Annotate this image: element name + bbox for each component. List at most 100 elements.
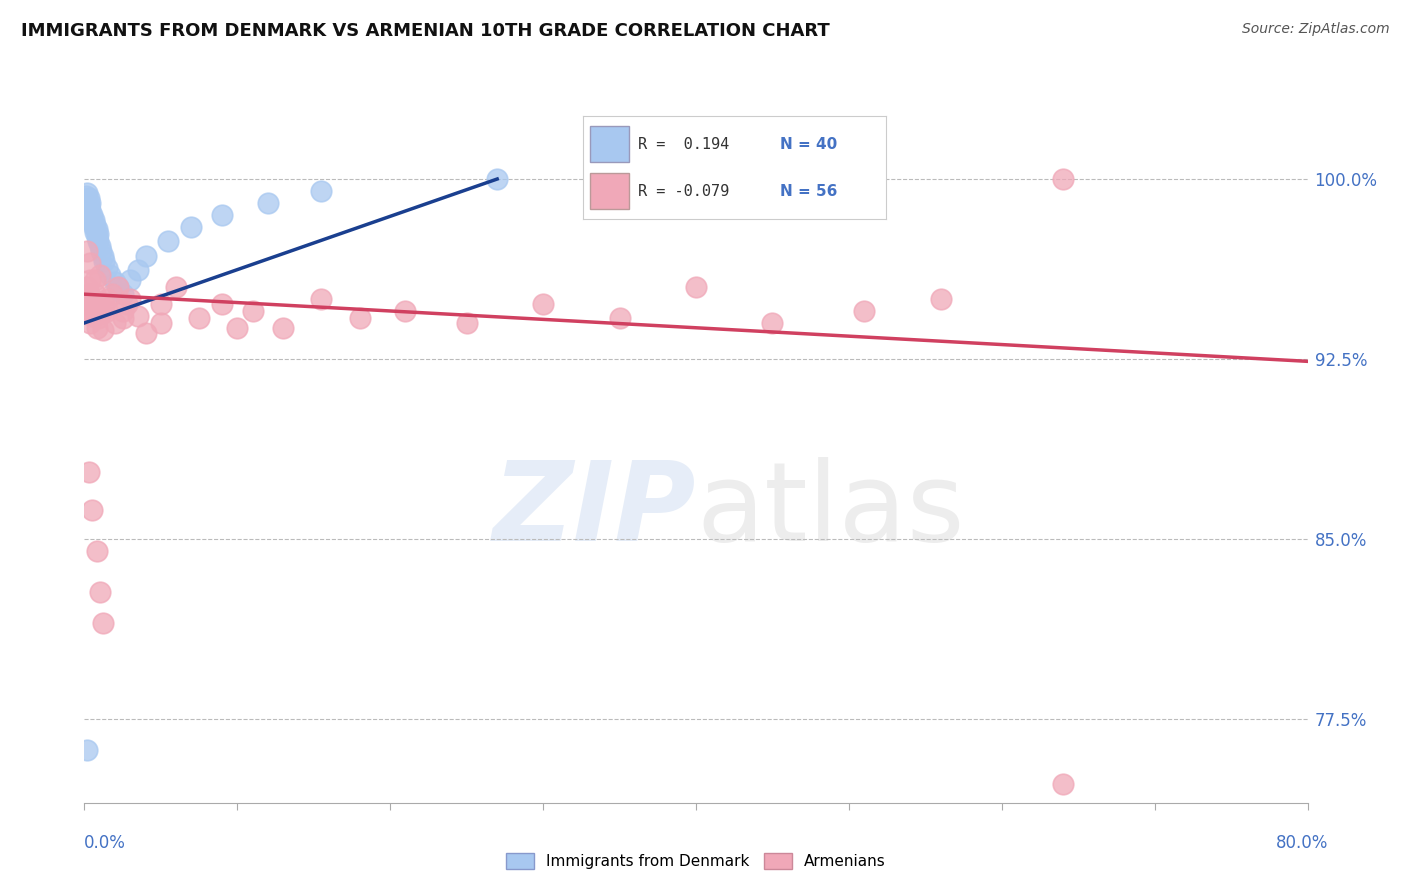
- Point: [89, 584, 111, 599]
- Point: [104, 316, 127, 330]
- Legend: Immigrants from Denmark, Armenians: Immigrants from Denmark, Armenians: [501, 847, 891, 875]
- Point: [115, 297, 138, 311]
- Point: [77, 198, 100, 212]
- Text: Source: ZipAtlas.com: Source: ZipAtlas.com: [1241, 22, 1389, 37]
- Point: [257, 196, 280, 211]
- Point: [86, 229, 108, 244]
- Text: 80.0%: 80.0%: [1277, 834, 1329, 852]
- Point: [86, 320, 108, 334]
- Point: [929, 292, 952, 306]
- Point: [76, 304, 98, 318]
- Text: 0.0%: 0.0%: [84, 834, 127, 852]
- Point: [188, 311, 211, 326]
- Text: IMMIGRANTS FROM DENMARK VS ARMENIAN 10TH GRADE CORRELATION CHART: IMMIGRANTS FROM DENMARK VS ARMENIAN 10TH…: [21, 22, 830, 40]
- Point: [76, 244, 98, 258]
- Point: [87, 227, 110, 242]
- Point: [456, 316, 478, 330]
- Point: [104, 275, 127, 289]
- Point: [79, 273, 101, 287]
- Point: [107, 280, 129, 294]
- Point: [80, 208, 103, 222]
- Point: [84, 225, 107, 239]
- Point: [76, 201, 98, 215]
- Point: [80, 292, 103, 306]
- Point: [76, 743, 98, 757]
- Point: [91, 615, 114, 630]
- Point: [180, 219, 202, 234]
- Point: [211, 208, 233, 222]
- Point: [96, 260, 118, 275]
- Point: [90, 306, 112, 320]
- Point: [311, 184, 333, 198]
- Point: [120, 292, 142, 306]
- Point: [157, 235, 180, 249]
- Point: [75, 196, 97, 211]
- Point: [271, 320, 294, 334]
- Point: [80, 215, 103, 229]
- Point: [83, 212, 105, 227]
- Point: [685, 280, 707, 294]
- Point: [242, 304, 264, 318]
- Point: [87, 235, 110, 249]
- Point: [86, 222, 108, 236]
- Point: [101, 287, 124, 301]
- Point: [93, 297, 115, 311]
- Point: [79, 196, 101, 211]
- Point: [111, 287, 134, 301]
- Point: [120, 273, 142, 287]
- Point: [80, 503, 103, 517]
- Point: [127, 309, 149, 323]
- Point: [83, 219, 105, 234]
- Point: [111, 304, 134, 318]
- Point: [79, 211, 101, 225]
- Point: [609, 311, 631, 326]
- Point: [76, 186, 98, 201]
- Point: [80, 309, 103, 323]
- Point: [93, 253, 115, 268]
- Point: [84, 273, 107, 287]
- Text: N = 56: N = 56: [780, 184, 838, 199]
- Point: [86, 544, 108, 558]
- Point: [89, 268, 111, 282]
- Point: [77, 297, 100, 311]
- Text: R =  0.194: R = 0.194: [638, 136, 730, 152]
- FancyBboxPatch shape: [589, 127, 628, 162]
- Text: ZIP: ZIP: [492, 457, 696, 564]
- Point: [226, 320, 249, 334]
- Point: [98, 268, 121, 282]
- Point: [87, 311, 110, 326]
- Point: [75, 292, 97, 306]
- Point: [107, 280, 129, 294]
- Point: [96, 292, 118, 306]
- Point: [76, 280, 98, 294]
- Point: [311, 292, 333, 306]
- Point: [394, 304, 416, 318]
- Point: [83, 301, 105, 316]
- Text: atlas: atlas: [696, 457, 965, 564]
- FancyBboxPatch shape: [589, 173, 628, 210]
- Point: [84, 218, 107, 232]
- Point: [91, 249, 114, 263]
- Point: [77, 287, 100, 301]
- Point: [84, 287, 107, 301]
- Point: [127, 263, 149, 277]
- Point: [76, 194, 98, 208]
- Point: [89, 239, 111, 253]
- Point: [79, 316, 101, 330]
- Point: [111, 311, 134, 326]
- Point: [349, 311, 371, 326]
- Point: [853, 304, 876, 318]
- Text: N = 40: N = 40: [780, 136, 837, 152]
- Point: [91, 323, 114, 337]
- Point: [90, 244, 112, 258]
- Point: [75, 189, 97, 203]
- Point: [79, 256, 101, 270]
- Point: [531, 297, 554, 311]
- Point: [79, 203, 101, 218]
- Point: [486, 172, 509, 186]
- Point: [135, 326, 157, 340]
- Point: [211, 297, 233, 311]
- Point: [77, 465, 100, 479]
- Point: [96, 304, 118, 318]
- Point: [77, 205, 100, 219]
